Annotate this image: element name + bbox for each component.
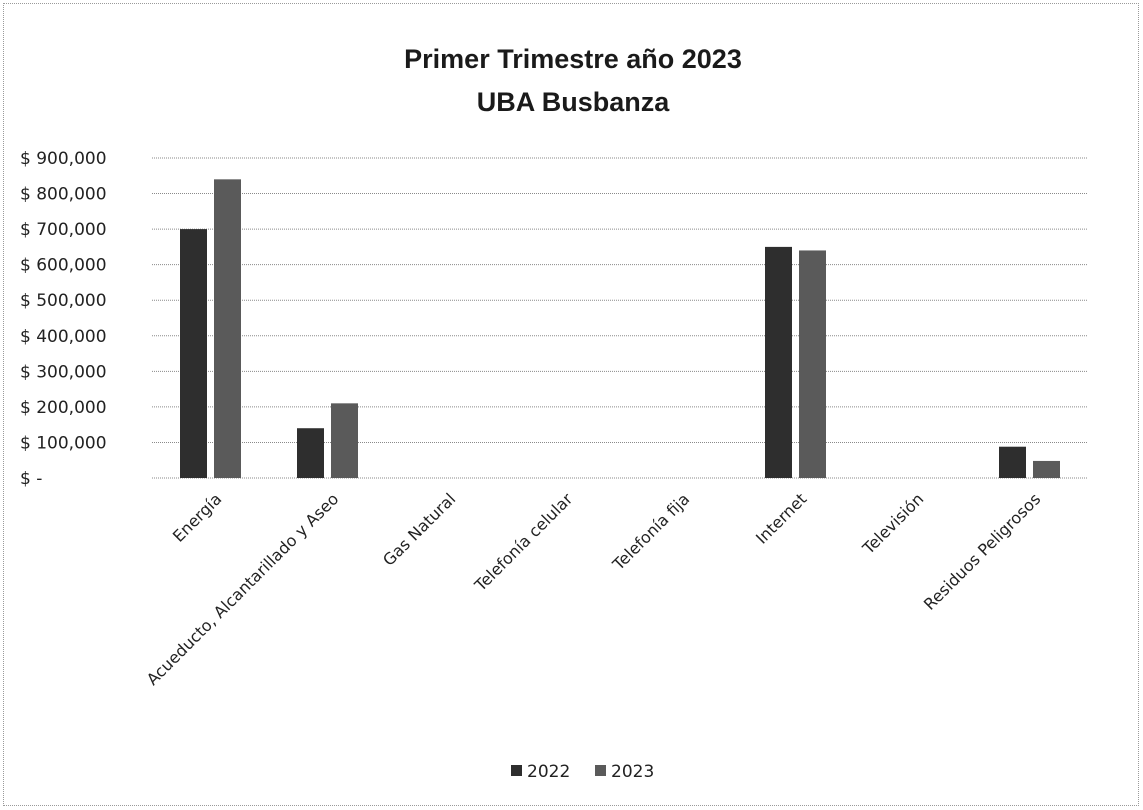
legend-label: 2023 (611, 762, 654, 782)
bar-2023-0 (214, 179, 241, 479)
bar-2022-0 (180, 229, 207, 478)
bar-2023-5 (799, 250, 826, 478)
x-tick-label: Telefonía fija (608, 489, 693, 574)
x-tick-label: Acueducto, Alcantarillado y Aseo (143, 489, 343, 689)
legend: 2022 2023 (511, 762, 654, 782)
y-tick-label: $ 200,000 (20, 398, 107, 418)
bar-2023-1 (331, 403, 358, 478)
y-tick-label: $ 100,000 (20, 433, 107, 453)
bar-2022-1 (297, 428, 324, 478)
x-tick-label: Internet (752, 489, 810, 547)
x-tick-label: Telefonía celular (470, 489, 576, 595)
gridlines (152, 157, 1088, 479)
y-tick-label: $ 600,000 (20, 256, 107, 276)
bar-2022-5 (765, 246, 792, 478)
y-tick-label: $ 300,000 (20, 362, 107, 382)
x-tick-label: Residuos Peligrosos (920, 489, 1044, 613)
x-tick-label: Gas Natural (379, 489, 459, 569)
bar-2022-7 (999, 446, 1026, 478)
bar-2023-7 (1033, 460, 1060, 478)
x-tick-label: Televisión (858, 489, 927, 558)
legend-label: 2022 (527, 762, 570, 782)
y-tick-label: $ 500,000 (20, 291, 107, 311)
chart-title-line-1: Primer Trimestre año 2023 (404, 44, 742, 74)
y-tick-label: $ 700,000 (20, 220, 107, 240)
chart-title-line-2: UBA Busbanza (477, 87, 671, 117)
y-tick-label: $ 800,000 (20, 185, 107, 205)
y-tick-label: $ - (20, 469, 42, 489)
y-axis-ticks: $ - $ 100,000 $ 200,000 $ 300,000 $ 400,000 $… (20, 149, 107, 489)
x-tick-label: Energía (169, 489, 225, 545)
legend-swatch-2023 (595, 765, 606, 776)
y-tick-label: $ 400,000 (20, 327, 107, 347)
legend-swatch-2022 (511, 765, 522, 776)
y-tick-label: $ 900,000 (20, 149, 107, 169)
bars (180, 179, 1060, 479)
